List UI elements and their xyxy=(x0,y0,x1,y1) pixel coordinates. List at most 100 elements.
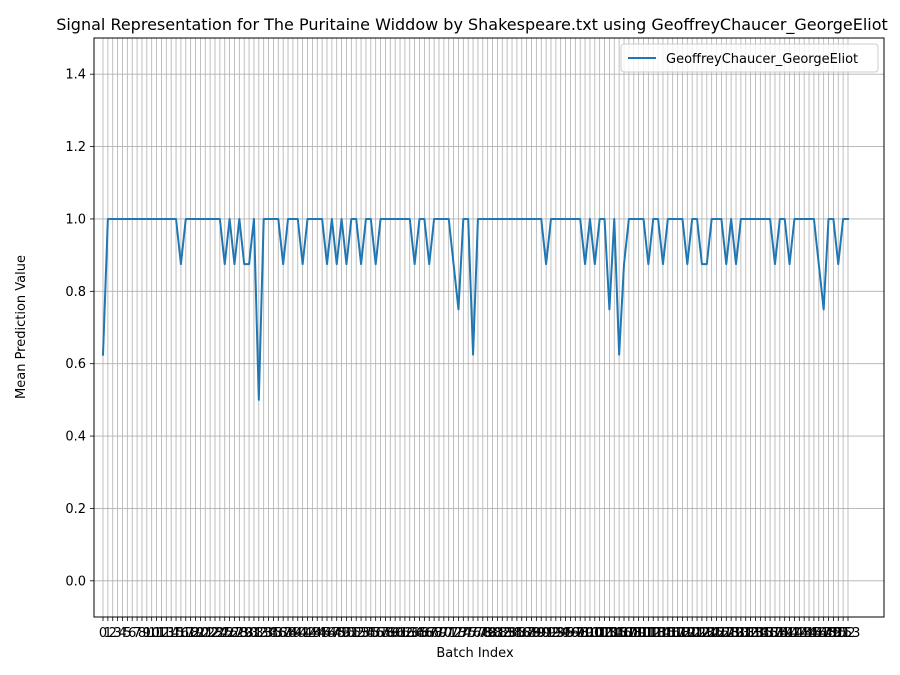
x-tick-label: 113 xyxy=(641,626,666,641)
x-tick-label: 112 xyxy=(636,626,661,641)
x-tick-label: 27 xyxy=(226,626,243,641)
x-tick-label: 69 xyxy=(431,626,448,641)
x-tick-label: 127 xyxy=(709,626,734,641)
x-tick-label: 77 xyxy=(470,626,487,641)
y-tick-label: 0.2 xyxy=(65,502,86,517)
x-tick-label: 25 xyxy=(216,626,233,641)
x-tick-label: 32 xyxy=(251,626,268,641)
x-tick-label: 115 xyxy=(651,626,676,641)
x-tick-label: 81 xyxy=(489,626,506,641)
x-tick-label: 126 xyxy=(704,626,729,641)
x-tick-label: 12 xyxy=(153,626,170,641)
x-tick-label: 145 xyxy=(797,626,822,641)
x-tick-label: 6 xyxy=(128,626,136,641)
y-axis-ticks: 0.0 0.2 0.4 0.6 0.8 1.0 1.2 1.4 xyxy=(65,68,94,589)
x-tick-label: 142 xyxy=(782,626,807,641)
x-tick-label: 79 xyxy=(479,626,496,641)
legend-label: GeoffreyChaucer_GeorgeEliot xyxy=(666,52,858,67)
x-tick-label: 131 xyxy=(728,626,753,641)
x-tick-label: 59 xyxy=(382,626,399,641)
x-tick-label: 76 xyxy=(465,626,482,641)
x-tick-label: 64 xyxy=(406,626,423,641)
x-tick-label: 135 xyxy=(748,626,773,641)
x-tick-label: 124 xyxy=(694,626,719,641)
y-tick-label: 0.6 xyxy=(65,357,86,372)
x-tick-label: 49 xyxy=(333,626,350,641)
x-tick-label: 22 xyxy=(202,626,219,641)
x-tick-label: 100 xyxy=(578,626,603,641)
x-tick-label: 20 xyxy=(192,626,209,641)
x-tick-label: 78 xyxy=(475,626,492,641)
x-tick-label: 137 xyxy=(758,626,783,641)
x-tick-label: 134 xyxy=(743,626,768,641)
x-tick-label: 37 xyxy=(275,626,292,641)
x-tick-label: 31 xyxy=(246,626,263,641)
x-tick-label: 36 xyxy=(270,626,287,641)
x-tick-label: 141 xyxy=(777,626,802,641)
y-axis-label: Mean Prediction Value xyxy=(14,255,29,399)
x-tick-label: 15 xyxy=(168,626,185,641)
x-tick-label: 75 xyxy=(460,626,477,641)
x-tick-label: 19 xyxy=(187,626,204,641)
y-tick-label: 1.0 xyxy=(65,212,86,227)
x-tick-label: 51 xyxy=(343,626,360,641)
x-tick-label: 91 xyxy=(538,626,555,641)
x-tick-label: 17 xyxy=(178,626,195,641)
x-tick-label: 34 xyxy=(260,626,277,641)
x-tick-label: 42 xyxy=(299,626,316,641)
x-tick-label: 122 xyxy=(685,626,710,641)
x-tick-label: 9 xyxy=(143,626,151,641)
x-tick-label: 82 xyxy=(494,626,511,641)
x-tick-label: 50 xyxy=(338,626,355,641)
x-tick-label: 84 xyxy=(504,626,521,641)
x-tick-label: 40 xyxy=(289,626,306,641)
x-tick-label: 33 xyxy=(255,626,272,641)
x-tick-label: 83 xyxy=(499,626,516,641)
x-tick-label: 41 xyxy=(294,626,311,641)
x-tick-label: 16 xyxy=(173,626,190,641)
x-tick-label: 10 xyxy=(143,626,160,641)
y-tick-label: 0.0 xyxy=(65,574,86,589)
x-tick-label: 125 xyxy=(699,626,724,641)
x-tick-label: 140 xyxy=(772,626,797,641)
x-tick-label: 153 xyxy=(836,626,861,641)
x-tick-label: 39 xyxy=(285,626,302,641)
x-tick-label: 110 xyxy=(626,626,651,641)
x-tick-label: 92 xyxy=(543,626,560,641)
series-layer xyxy=(101,217,849,401)
x-tick-label: 143 xyxy=(787,626,812,641)
x-tick-label: 133 xyxy=(738,626,763,641)
x-tick-label: 70 xyxy=(436,626,453,641)
x-tick-label: 116 xyxy=(655,626,680,641)
x-tick-label: 123 xyxy=(690,626,715,641)
x-tick-label: 96 xyxy=(562,626,579,641)
x-tick-label: 94 xyxy=(552,626,569,641)
x-tick-label: 74 xyxy=(455,626,472,641)
x-tick-label: 58 xyxy=(377,626,394,641)
x-tick-label: 146 xyxy=(802,626,827,641)
grid xyxy=(94,38,884,617)
x-tick-label: 3 xyxy=(113,626,121,641)
x-tick-label: 117 xyxy=(660,626,685,641)
x-tick-label: 38 xyxy=(280,626,297,641)
x-tick-label: 139 xyxy=(767,626,792,641)
x-tick-label: 53 xyxy=(353,626,370,641)
x-tick-label: 13 xyxy=(158,626,175,641)
x-tick-label: 11 xyxy=(148,626,165,641)
x-tick-label: 63 xyxy=(401,626,418,641)
x-tick-label: 72 xyxy=(445,626,462,641)
x-tick-label: 121 xyxy=(680,626,705,641)
x-tick-label: 89 xyxy=(528,626,545,641)
x-tick-label: 130 xyxy=(724,626,749,641)
y-tick-label: 1.4 xyxy=(65,68,86,83)
x-tick-label: 120 xyxy=(675,626,700,641)
x-tick-label: 105 xyxy=(602,626,627,641)
x-tick-label: 44 xyxy=(309,626,326,641)
x-tick-label: 28 xyxy=(231,626,248,641)
x-tick-label: 48 xyxy=(328,626,345,641)
x-tick-label: 114 xyxy=(646,626,671,641)
x-tick-label: 85 xyxy=(509,626,526,641)
x-tick-label: 93 xyxy=(548,626,565,641)
